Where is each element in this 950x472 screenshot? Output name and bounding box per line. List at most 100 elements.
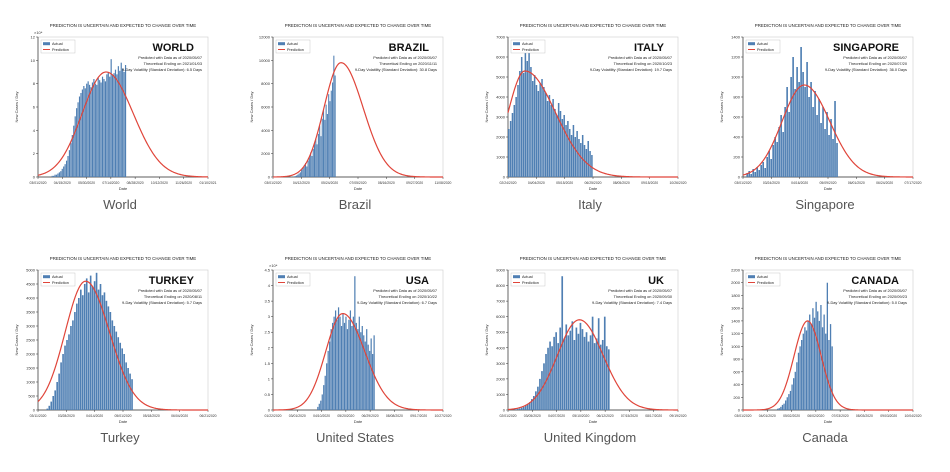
chart-title: ITALY: [634, 42, 665, 54]
y-tick-label: 200: [733, 395, 740, 400]
chart-svg: PREDICTION IS UNCERTAIN AND EXPECTED TO …: [14, 256, 217, 424]
bar: [329, 341, 331, 410]
bar: [570, 135, 573, 177]
bar: [808, 97, 810, 177]
legend-actual-label: Actual: [522, 275, 533, 279]
x-tick-label: 11/08/2020: [435, 181, 452, 185]
bar: [48, 405, 51, 410]
x-tick-label: 05/20/2020: [337, 414, 354, 418]
bar: [58, 373, 60, 410]
chart-panel: PREDICTION IS UNCERTAIN AND EXPECTED TO …: [10, 248, 217, 468]
x-tick-label: 08/17/2020: [645, 414, 662, 418]
bar: [577, 333, 580, 410]
bar: [124, 65, 127, 177]
legend-actual-label: Actual: [287, 275, 298, 279]
y-axis-label: New Cases / Day: [14, 92, 19, 123]
bar: [605, 346, 608, 410]
y-axis-label: New Cases / Day: [719, 325, 724, 356]
bar: [105, 300, 108, 410]
bar: [321, 394, 323, 410]
bar: [342, 313, 344, 410]
bar: [554, 109, 556, 177]
x-axis-label: Date: [824, 419, 833, 424]
x-tick-label: 06/04/2020: [171, 414, 188, 418]
bar: [774, 137, 776, 177]
y-tick-label: 1200: [731, 331, 741, 336]
chart-info-line: Theoretical Ending on 2021/01/03: [144, 61, 202, 66]
chart-header: PREDICTION IS UNCERTAIN AND EXPECTED TO …: [755, 256, 902, 261]
x-tick-label: 04/04/2020: [528, 181, 545, 185]
y-tick-label: 4000: [496, 345, 506, 350]
chart-header: PREDICTION IS UNCERTAIN AND EXPECTED TO …: [285, 23, 432, 28]
bar: [354, 276, 356, 410]
y-tick-label: 1000: [26, 380, 36, 385]
bar: [52, 396, 55, 410]
y-tick-label: 4.5: [264, 268, 270, 273]
y-multiplier: ×10⁴: [34, 30, 43, 35]
x-tick-label: 04/12/2020: [293, 181, 310, 185]
bar: [820, 305, 822, 410]
bar: [308, 157, 310, 177]
bar: [50, 401, 53, 410]
bar: [54, 174, 56, 177]
x-tick-label: 08/28/2020: [127, 181, 144, 185]
bar: [766, 157, 768, 177]
x-tick-label: 09/03/2020: [880, 414, 897, 418]
bar: [352, 316, 354, 410]
x-axis-label: Date: [119, 419, 128, 424]
bar: [89, 275, 92, 410]
bar: [334, 310, 337, 410]
legend-actual-swatch: [43, 42, 50, 46]
chart-title: SINGAPORE: [833, 42, 899, 54]
x-tick-label: 08/03/2020: [856, 414, 873, 418]
bar: [348, 319, 350, 410]
bar: [56, 382, 58, 410]
prediction-line: [37, 280, 208, 411]
y-tick-label: 1400: [731, 35, 741, 40]
x-tick-label: 06/12/2020: [597, 414, 614, 418]
bar: [327, 350, 329, 410]
chart-svg: PREDICTION IS UNCERTAIN AND EXPECTED TO …: [484, 23, 687, 191]
bar: [84, 88, 86, 177]
bar: [579, 322, 582, 410]
bar: [563, 115, 565, 177]
bar: [330, 90, 332, 177]
chart-panel: PREDICTION IS UNCERTAIN AND EXPECTED TO …: [10, 15, 217, 235]
bar: [591, 316, 594, 410]
bar: [60, 171, 62, 177]
legend-actual-swatch: [513, 275, 520, 279]
bar: [830, 119, 832, 177]
x-tick-label: 09/27/2020: [406, 181, 423, 185]
y-axis-label: New Cases / Day: [484, 325, 489, 356]
y-axis-label: New Cases / Day: [249, 325, 254, 356]
bar: [821, 327, 824, 410]
bar: [340, 326, 343, 410]
y-tick-label: 1000: [496, 155, 506, 160]
chart-info-line: Predicted with Data as of 2020/05/07: [608, 55, 672, 60]
bar: [784, 107, 786, 177]
chart-info-line: Theoretical Ending on 2020/07/20: [849, 61, 908, 66]
x-tick-label: 09/15/2020: [641, 181, 658, 185]
bar: [816, 115, 818, 177]
x-axis-label: Date: [354, 186, 363, 191]
bar: [93, 79, 95, 177]
x-tick-label: 03/28/2020: [58, 414, 75, 418]
bar: [117, 337, 120, 410]
bar: [112, 75, 114, 177]
bar: [60, 362, 62, 410]
chart-info-line: 9-Day Volatility (Standard Deviation): 5…: [827, 300, 907, 305]
bar: [103, 292, 106, 410]
x-tick-label: 04/01/2020: [759, 414, 776, 418]
bar: [764, 168, 766, 177]
chart-svg: PREDICTION IS UNCERTAIN AND EXPECTED TO …: [14, 23, 217, 191]
bar: [295, 175, 298, 177]
bar: [511, 113, 514, 177]
y-tick-label: 3000: [496, 115, 506, 120]
y-tick-label: 200: [733, 155, 740, 160]
bar: [806, 62, 808, 177]
chart-caption: Brazil: [338, 197, 372, 212]
bar: [78, 298, 80, 410]
chart-panel: PREDICTION IS UNCERTAIN AND EXPECTED TO …: [480, 15, 687, 235]
bar: [556, 115, 558, 177]
y-tick-label: 1200: [731, 55, 741, 60]
